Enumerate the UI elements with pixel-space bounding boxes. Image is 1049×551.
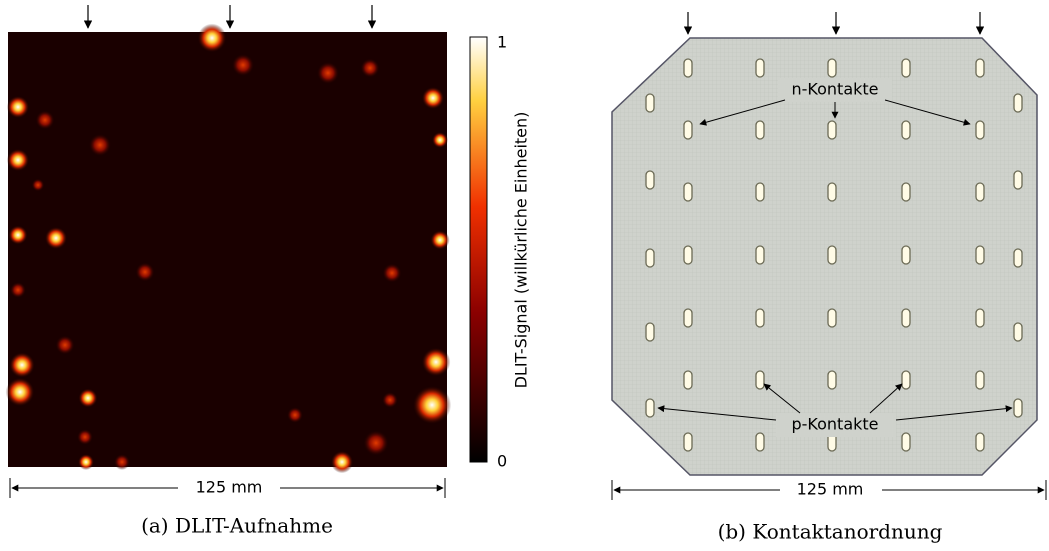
contact: [827, 58, 837, 78]
hot-spot: [360, 58, 380, 78]
contact: [645, 170, 655, 190]
contact: [755, 120, 765, 140]
hot-spot: [114, 454, 130, 470]
contact: [827, 182, 837, 202]
contact: [827, 120, 837, 140]
caption: (a) DLIT-Aufnahme: [141, 514, 333, 538]
hot-spot: [197, 23, 227, 53]
contact: [975, 182, 985, 202]
contact: [683, 245, 693, 265]
contact: [901, 182, 911, 202]
hot-spot: [432, 132, 448, 148]
hot-spot: [231, 53, 255, 77]
p-label: p-Kontakte: [791, 415, 878, 434]
n-arrows: [699, 99, 971, 126]
hot-spot: [55, 335, 75, 355]
wafer: [611, 37, 1038, 476]
colorbar: [469, 36, 488, 463]
colorbar-tick: 0: [497, 452, 507, 471]
dimension-b: [611, 480, 1047, 500]
hot-spot: [382, 263, 402, 283]
hot-spot: [421, 86, 445, 110]
contact: [755, 308, 765, 328]
hot-spots: [5, 23, 452, 474]
hot-spot: [412, 385, 452, 425]
contact: [1013, 398, 1023, 418]
contact: [683, 370, 693, 390]
contact: [755, 58, 765, 78]
contact: [901, 120, 911, 140]
hot-spot: [10, 282, 26, 298]
p-arrows: [657, 383, 1013, 421]
contact: [975, 432, 985, 452]
contact: [755, 370, 765, 390]
contact: [755, 245, 765, 265]
contact: [645, 248, 655, 268]
hot-spot: [363, 430, 389, 456]
hot-spot: [31, 178, 45, 192]
hot-spot: [430, 230, 450, 250]
contact: [683, 58, 693, 78]
contacts: [645, 58, 1023, 452]
contact: [975, 308, 985, 328]
contact: [755, 182, 765, 202]
contact: [1013, 170, 1023, 190]
dimension-label: 125 mm: [797, 480, 864, 499]
n-label: n-Kontakte: [792, 80, 879, 99]
hot-spot: [5, 377, 35, 407]
hot-spot: [382, 392, 398, 408]
contact: [975, 120, 985, 140]
contact: [683, 120, 693, 140]
hot-spot: [44, 226, 68, 250]
contact: [1013, 248, 1023, 268]
hot-spot: [78, 388, 98, 408]
hot-spot: [316, 61, 340, 85]
contact: [645, 398, 655, 418]
hot-spot: [78, 454, 94, 470]
label-bg: [776, 413, 896, 437]
dlit-image: [8, 32, 447, 467]
contact: [975, 58, 985, 78]
hot-spot: [6, 148, 30, 172]
contact: [645, 93, 655, 113]
hot-spot: [330, 450, 354, 474]
contact: [755, 432, 765, 452]
contact: [975, 370, 985, 390]
contact: [827, 308, 837, 328]
hot-spot: [135, 262, 155, 282]
hot-spot: [6, 95, 30, 119]
contact: [827, 370, 837, 390]
top-arrows-b: [683, 12, 985, 35]
hot-spot: [8, 225, 28, 245]
hot-spot: [9, 352, 35, 378]
contact: [975, 245, 985, 265]
contact: [901, 432, 911, 452]
contact: [1013, 322, 1023, 342]
contact: [1013, 93, 1023, 113]
hot-spot: [421, 347, 451, 377]
contact: [827, 245, 837, 265]
contact: [683, 182, 693, 202]
hot-spot: [35, 110, 55, 130]
contact: [901, 245, 911, 265]
hot-spot: [287, 407, 303, 423]
caption: (b) Kontaktanordnung: [718, 520, 943, 544]
colorbar-label: DLIT-Signal (willkürliche Einheiten): [512, 112, 531, 389]
top-arrows-a: [83, 5, 377, 29]
contact: [901, 58, 911, 78]
hot-spot: [77, 429, 93, 445]
dimension-label: 125 mm: [196, 478, 263, 497]
dimension-a: [9, 478, 446, 498]
hot-spot: [88, 133, 112, 157]
contact: [901, 370, 911, 390]
colorbar-tick: 1: [497, 33, 507, 52]
contact: [645, 322, 655, 342]
label-bg: [778, 78, 892, 102]
contact: [683, 308, 693, 328]
contact: [683, 432, 693, 452]
contact: [901, 308, 911, 328]
